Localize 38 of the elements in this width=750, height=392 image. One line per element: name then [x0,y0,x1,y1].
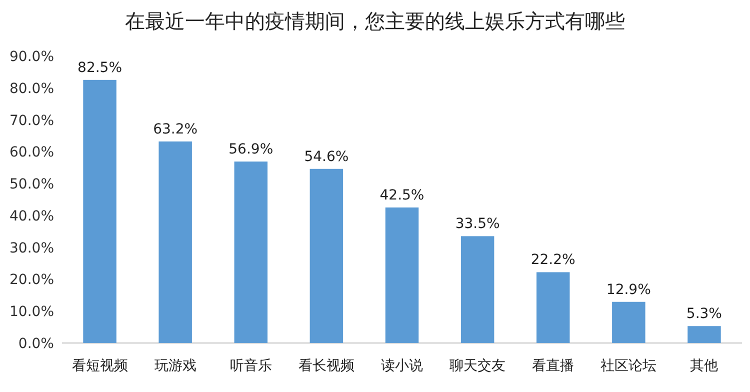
x-tick-label: 其他 [690,358,718,374]
y-tick-label: 10.0% [10,304,54,320]
bar [234,162,268,343]
bar [688,326,721,343]
x-tick-label: 看长视频 [298,358,354,374]
data-label: 82.5% [78,60,122,76]
y-tick-label: 70.0% [10,112,54,129]
bar [83,80,116,343]
y-tick-label: 80.0% [10,80,54,97]
data-label: 22.2% [530,252,576,268]
data-label: 54.6% [304,148,349,165]
bar [612,302,646,343]
y-tick-label: 30.0% [10,240,54,256]
y-tick-label: 20.0% [10,272,54,288]
y-tick-label: 90.0% [10,49,54,65]
x-tick-label: 看短视频 [72,358,128,374]
data-label: 42.5% [380,187,424,204]
x-tick-label: 聊天交友 [450,358,506,374]
y-tick-label: 40.0% [10,208,54,224]
data-label: 56.9% [228,142,274,158]
bar [385,207,419,343]
bar [158,141,192,343]
data-label: 33.5% [455,216,500,232]
data-label: 12.9% [606,282,651,298]
x-tick-label: 玩游戏 [154,358,196,374]
x-tick-label: 社区论坛 [600,358,657,374]
y-tick-label: 60.0% [10,144,54,161]
data-label: 63.2% [153,121,198,138]
y-tick-label: 0.0% [18,336,54,352]
chart-title: 在最近一年中的疫情期间，您主要的线上娱乐方式有哪些 [125,9,625,33]
y-tick-label: 50.0% [10,176,54,193]
data-label: 5.3% [686,306,722,322]
x-tick-label: 看直播 [532,358,574,374]
bar [536,272,570,343]
bar [310,168,344,343]
x-tick-label: 读小说 [381,358,423,374]
x-tick-label: 听音乐 [230,358,272,374]
bar [460,236,494,343]
